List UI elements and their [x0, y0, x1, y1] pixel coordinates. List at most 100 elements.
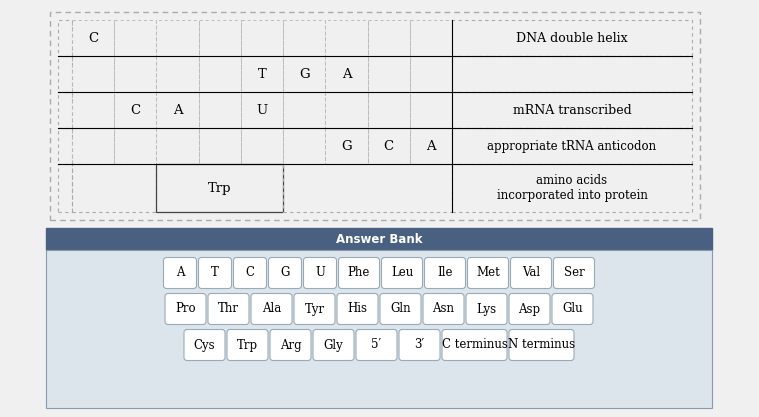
Bar	[241, 92, 283, 128]
Bar	[326, 56, 367, 92]
FancyBboxPatch shape	[356, 329, 397, 361]
Text: Val: Val	[522, 266, 540, 279]
Text: G: G	[341, 140, 351, 153]
Text: C: C	[131, 103, 140, 116]
FancyBboxPatch shape	[184, 329, 225, 361]
Bar	[58, 128, 72, 164]
Bar	[156, 56, 199, 92]
Text: DNA double helix: DNA double helix	[516, 32, 628, 45]
Text: Pro: Pro	[175, 302, 196, 316]
Bar	[452, 56, 692, 92]
Bar	[410, 92, 452, 128]
FancyBboxPatch shape	[466, 294, 507, 324]
Text: Trp: Trp	[208, 181, 231, 194]
Bar	[58, 92, 72, 128]
Bar	[199, 20, 241, 56]
Bar	[46, 228, 712, 250]
Bar	[199, 128, 241, 164]
Bar	[410, 56, 452, 92]
Text: C: C	[383, 140, 394, 153]
Bar	[283, 20, 326, 56]
Text: Lys: Lys	[477, 302, 496, 316]
Bar	[72, 128, 114, 164]
Text: Asn: Asn	[433, 302, 455, 316]
FancyBboxPatch shape	[208, 294, 249, 324]
FancyBboxPatch shape	[442, 329, 507, 361]
Bar	[46, 250, 712, 408]
FancyBboxPatch shape	[199, 258, 231, 289]
Text: 3′: 3′	[414, 339, 424, 352]
Text: T: T	[257, 68, 266, 80]
FancyBboxPatch shape	[251, 294, 292, 324]
Bar	[452, 128, 692, 164]
Text: Asp: Asp	[518, 302, 540, 316]
FancyBboxPatch shape	[509, 294, 550, 324]
Text: Ile: Ile	[437, 266, 453, 279]
Text: C: C	[88, 32, 98, 45]
FancyBboxPatch shape	[165, 294, 206, 324]
FancyBboxPatch shape	[339, 258, 380, 289]
Text: U: U	[315, 266, 325, 279]
Bar	[326, 20, 367, 56]
Bar	[367, 20, 410, 56]
Bar	[58, 20, 72, 56]
Text: amino acids
incorporated into protein: amino acids incorporated into protein	[496, 174, 647, 202]
Bar	[410, 20, 452, 56]
Text: Answer Bank: Answer Bank	[335, 233, 422, 246]
Bar	[50, 12, 700, 220]
Text: Thr: Thr	[218, 302, 239, 316]
Bar	[114, 92, 156, 128]
Bar	[114, 20, 156, 56]
Text: mRNA transcribed: mRNA transcribed	[512, 103, 631, 116]
Bar	[72, 56, 114, 92]
Text: A: A	[426, 140, 436, 153]
Text: G: G	[280, 266, 290, 279]
Text: Met: Met	[476, 266, 500, 279]
FancyBboxPatch shape	[468, 258, 509, 289]
Text: Arg: Arg	[279, 339, 301, 352]
Bar	[326, 128, 367, 164]
FancyBboxPatch shape	[269, 258, 301, 289]
Bar	[58, 164, 72, 212]
Bar	[452, 20, 692, 56]
Text: C: C	[245, 266, 254, 279]
Bar	[72, 20, 114, 56]
Text: G: G	[299, 68, 310, 80]
FancyBboxPatch shape	[552, 294, 593, 324]
FancyBboxPatch shape	[234, 258, 266, 289]
FancyBboxPatch shape	[304, 258, 336, 289]
FancyBboxPatch shape	[163, 258, 197, 289]
Text: appropriate tRNA anticodon: appropriate tRNA anticodon	[487, 140, 657, 153]
Text: Trp: Trp	[237, 339, 258, 352]
FancyBboxPatch shape	[399, 329, 440, 361]
FancyBboxPatch shape	[424, 258, 465, 289]
Text: Leu: Leu	[391, 266, 413, 279]
FancyBboxPatch shape	[509, 329, 574, 361]
Text: His: His	[348, 302, 367, 316]
Bar	[452, 164, 692, 212]
FancyBboxPatch shape	[337, 294, 378, 324]
Text: N terminus: N terminus	[508, 339, 575, 352]
Text: Gln: Gln	[390, 302, 411, 316]
Bar	[199, 92, 241, 128]
Bar	[241, 20, 283, 56]
Text: Ala: Ala	[262, 302, 281, 316]
Text: Ser: Ser	[564, 266, 584, 279]
Bar	[72, 92, 114, 128]
Bar	[114, 128, 156, 164]
FancyBboxPatch shape	[313, 329, 354, 361]
Bar	[241, 128, 283, 164]
Text: 5′: 5′	[371, 339, 382, 352]
FancyBboxPatch shape	[294, 294, 335, 324]
FancyBboxPatch shape	[511, 258, 552, 289]
FancyBboxPatch shape	[553, 258, 594, 289]
Bar	[283, 92, 326, 128]
FancyBboxPatch shape	[270, 329, 311, 361]
Bar	[367, 92, 410, 128]
Text: Cys: Cys	[194, 339, 216, 352]
FancyBboxPatch shape	[423, 294, 464, 324]
Bar	[156, 128, 199, 164]
Bar	[241, 56, 283, 92]
Bar	[367, 128, 410, 164]
Bar	[72, 164, 156, 212]
